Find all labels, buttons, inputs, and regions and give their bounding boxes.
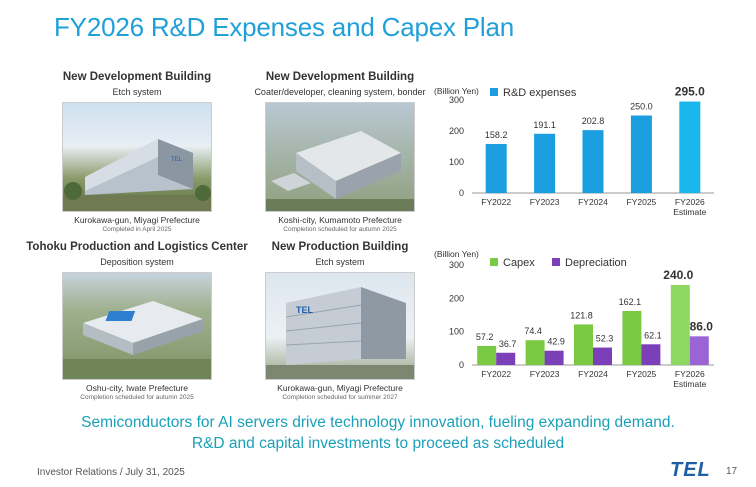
bar — [679, 101, 701, 193]
y-tick-label: 300 — [449, 260, 464, 270]
y-tick-label: 100 — [449, 157, 464, 167]
building-system: Deposition system — [100, 257, 174, 267]
bar — [622, 310, 642, 365]
capex-depreciation-chart: 0 100 200 300 Capex Depreciation 57.2 36.7 FY202… — [449, 257, 714, 389]
building-name: New Production Building — [271, 241, 409, 253]
bar — [689, 336, 709, 365]
bar — [496, 352, 516, 365]
bar-value-label: 162.1 — [619, 297, 642, 307]
building-location: Kurokawa-gun, Miyagi Prefecture — [277, 383, 403, 393]
bar-value-label: 191.1 — [533, 120, 556, 130]
bar — [630, 115, 652, 193]
building-name: New Development Building — [265, 71, 415, 83]
building-card: New Development Building Etch system TEL… — [48, 71, 226, 233]
rd-expenses-chart: 0 100 200 300 R&D expenses 158.2 FY2022 191.1 FY… — [449, 85, 714, 217]
bar — [593, 347, 612, 365]
y-tick-label: 100 — [449, 327, 464, 337]
y-tick-label: 0 — [459, 188, 464, 198]
x-tick-label: FY2026 — [675, 197, 705, 207]
bar-value-label: 74.4 — [524, 326, 542, 336]
building-card: New Production Building Etch system TEL … — [252, 241, 428, 401]
bar — [534, 133, 556, 193]
page-title: FY2026 R&D Expenses and Capex Plan — [54, 12, 515, 42]
bar — [477, 345, 497, 365]
y-tick-label: 0 — [459, 360, 464, 370]
chart-unit-label: (Billion Yen) — [434, 249, 479, 259]
y-tick-label: 200 — [449, 126, 464, 136]
legend-swatch — [490, 88, 498, 96]
legend-label: Depreciation — [565, 257, 627, 269]
x-tick-label: FY2024 — [578, 369, 608, 379]
legend-swatch — [490, 258, 498, 266]
x-tick-label: Estimate — [673, 379, 706, 389]
x-tick-label: Estimate — [673, 207, 706, 217]
bar — [641, 344, 661, 365]
x-tick-label: FY2022 — [481, 197, 511, 207]
building-name: New Development Building — [62, 71, 212, 83]
tagline: Semiconductors for AI servers drive tech… — [0, 412, 756, 454]
bar — [485, 143, 507, 193]
bar — [525, 340, 545, 365]
bar-value-label: 250.0 — [630, 102, 653, 112]
building-logo-text: TEL — [296, 305, 314, 315]
building-photo — [62, 272, 212, 380]
bar-value-label: 121.8 — [570, 310, 593, 320]
building-note: Completion scheduled for autumn 2025 — [80, 394, 194, 401]
x-tick-label: FY2023 — [530, 369, 560, 379]
bar — [670, 285, 690, 365]
bar — [574, 324, 593, 365]
bar-value-label: 57.2 — [476, 332, 494, 342]
legend-label: R&D expenses — [503, 87, 577, 99]
x-tick-label: FY2026 — [675, 369, 705, 379]
tagline-line-1: Semiconductors for AI servers drive tech… — [81, 414, 675, 431]
tel-logo: TEL — [670, 459, 711, 481]
legend-swatch — [552, 258, 560, 266]
bar-value-label: 52.3 — [596, 334, 614, 344]
building-logo-text: TEL — [171, 157, 183, 163]
building-note: Completion scheduled for summer 2027 — [282, 394, 398, 401]
bar-value-label: 202.8 — [582, 116, 605, 126]
building-system: Etch system — [315, 257, 365, 267]
bar-value-label: 86.0 — [690, 319, 714, 333]
bar-value-label: 62.1 — [644, 330, 662, 340]
bar — [582, 130, 604, 193]
building-name: Tohoku Production and Logistics Center — [26, 241, 248, 253]
building-card: Tohoku Production and Logistics Center D… — [24, 241, 250, 401]
x-tick-label: FY2022 — [481, 369, 511, 379]
bar-value-label: 42.9 — [547, 337, 565, 347]
legend-label: Capex — [503, 257, 535, 269]
building-photo — [265, 102, 415, 212]
building-card: New Development Building Coater/develope… — [252, 71, 428, 233]
bar-value-label: 295.0 — [675, 85, 705, 99]
x-tick-label: FY2023 — [530, 197, 560, 207]
building-location: Koshi-city, Kumamoto Prefecture — [278, 215, 402, 225]
building-system: Etch system — [112, 87, 162, 97]
building-note: Completed in April 2025 — [102, 226, 172, 233]
bar — [544, 350, 564, 365]
building-system: Coater/developer, cleaning system, bonde… — [254, 87, 426, 97]
x-tick-label: FY2025 — [627, 369, 657, 379]
building-location: Oshu-city, Iwate Prefecture — [86, 383, 188, 393]
building-location: Kurokawa-gun, Miyagi Prefecture — [74, 215, 200, 225]
y-tick-label: 200 — [449, 293, 464, 303]
bar-value-label: 240.0 — [663, 268, 693, 282]
building-photo: TEL — [62, 102, 212, 212]
building-photo: TEL — [265, 272, 415, 380]
bar-value-label: 158.2 — [485, 130, 508, 140]
x-tick-label: FY2024 — [578, 197, 608, 207]
bar-value-label: 36.7 — [499, 339, 517, 349]
tagline-line-2: R&D and capital investments to proceed a… — [191, 435, 565, 452]
footer-text: Investor Relations / July 31, 2025 — [37, 467, 185, 478]
page-number: 17 — [726, 466, 738, 477]
building-note: Completion scheduled for autumn 2025 — [283, 226, 397, 233]
chart-unit-label: (Billion Yen) — [434, 86, 479, 96]
x-tick-label: FY2025 — [627, 197, 657, 207]
y-tick-label: 300 — [449, 95, 464, 105]
